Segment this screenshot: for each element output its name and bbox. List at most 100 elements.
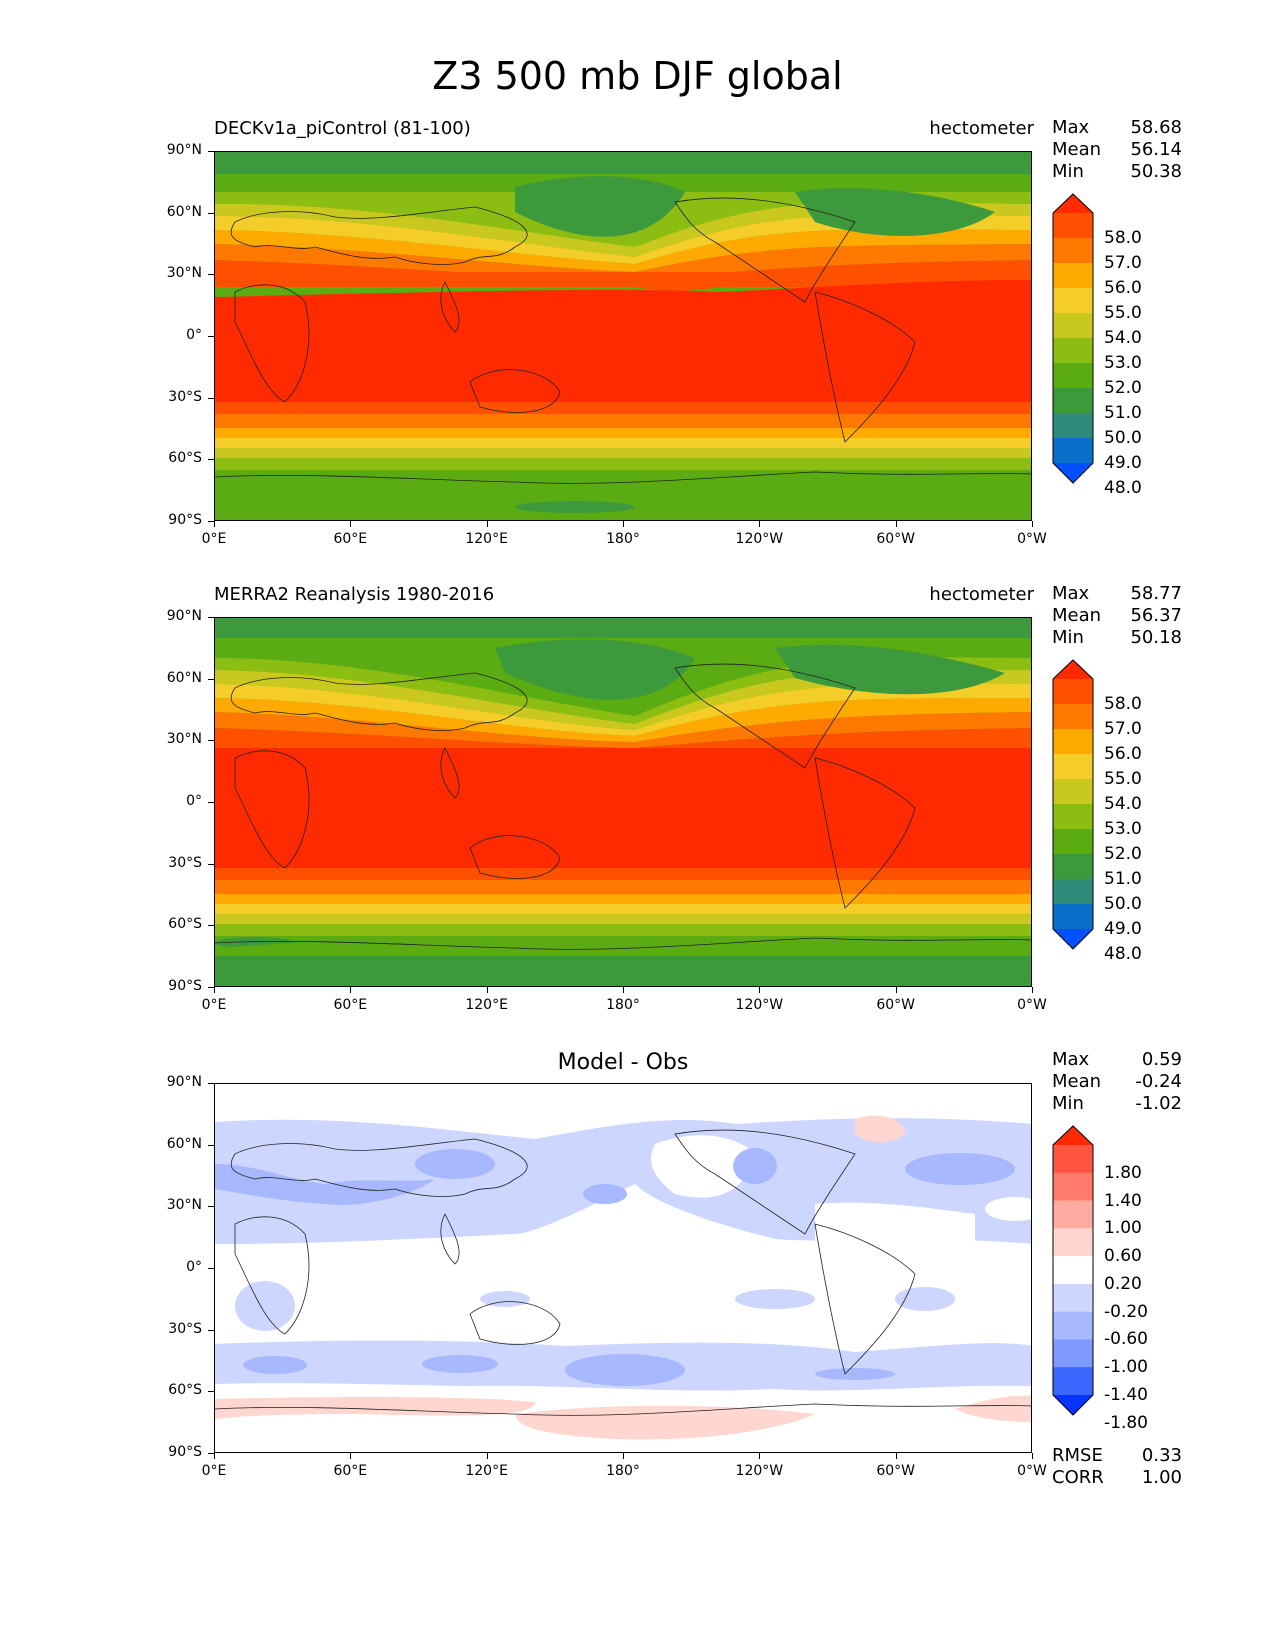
colorbar-tick-label: 56.0 [1104,278,1142,298]
colorbar-bin [1053,388,1093,414]
colorbar-tick-label: 1.80 [1104,1162,1142,1183]
colorbar-tick-label: 57.0 [1104,253,1142,273]
lon-tick-label: 120°E [465,997,508,1013]
stats-row: Min 50.38 [1052,161,1182,183]
lon-tick [214,1453,215,1459]
colorbar-tick-label: -0.20 [1104,1301,1148,1322]
stats-value: 0.59 [1141,1049,1182,1070]
lat-tick [208,151,214,152]
colorbar-extend-max [1053,1126,1093,1145]
stats-label: Max [1052,1049,1090,1070]
lon-tick [759,987,761,993]
colorbar [1052,1125,1094,1416]
map-plot [214,151,1032,521]
lon-tick-label: 60°E [333,1463,368,1479]
lon-tick [486,1453,488,1459]
colorbar-bin [1053,1200,1093,1229]
lat-tick [208,459,214,461]
colorbar-bin [1053,263,1093,289]
stats-row: Mean -0.24 [1052,1071,1182,1093]
map-plot [214,617,1032,987]
lon-tick-label: 60°E [333,997,368,1013]
map-plot [214,1083,1032,1453]
colorbar-bin [1053,438,1093,464]
stats-value: -1.02 [1135,1093,1182,1114]
lon-tick-label: 180° [606,1463,640,1479]
lat-tick-label: 60°N [166,1135,202,1152]
stats-value: 56.14 [1130,139,1182,160]
stats-value: -0.24 [1135,1071,1182,1092]
lat-tick [208,1268,214,1269]
lon-tick [1032,521,1033,527]
stats-value: 50.38 [1130,161,1182,182]
lon-tick-label: 120°E [465,531,508,547]
colorbar-bin [1053,1339,1093,1368]
colorbar-bin [1053,1283,1093,1313]
colorbar-bin [1053,213,1093,239]
colorbar-tick-label: 53.0 [1104,353,1142,373]
lat-tick-label: 60°N [166,203,202,220]
panel-title: DECKv1a_piControl (81-100) [214,118,471,139]
colorbar-bin [1053,729,1093,755]
colorbar-bin [1053,363,1093,389]
stats-label: Min [1052,161,1084,182]
colorbar-bin [1053,804,1093,830]
colorbar-tick-label: 55.0 [1104,303,1142,323]
lon-tick [895,1453,897,1459]
lon-tick [623,521,624,527]
stats-value: 50.18 [1130,627,1182,648]
colorbar-extend-min [1053,463,1093,483]
lon-tick [895,521,897,527]
colorbar-bin [1053,1145,1093,1174]
colorbar-bin [1053,1311,1093,1340]
lat-tick-label: 30°N [166,1197,202,1214]
stats-label: Min [1052,1093,1084,1114]
colorbar-bin [1053,338,1093,364]
stats-value: 58.77 [1130,583,1182,604]
colorbar-extend-min [1053,929,1093,949]
lat-tick-label: 90°S [168,512,202,528]
metrics-block: RMSE 0.33 CORR 1.00 [1052,1445,1182,1489]
colorbar-bin [1053,238,1093,264]
lat-tick [208,1329,214,1331]
colorbar-bin [1053,879,1093,905]
lat-tick-label: 90°N [166,608,202,624]
lat-tick-label: 30°N [166,265,202,282]
lat-tick [208,1391,214,1393]
colorbar-tick-label: 1.00 [1104,1218,1142,1239]
colorbar-tick-label: 52.0 [1104,844,1142,864]
lat-tick-label: 60°S [168,916,202,933]
colorbar-extend-max [1053,194,1093,213]
lon-tick [1032,987,1033,993]
stats-row: Max 58.68 [1052,117,1182,139]
stats-value: 58.68 [1130,117,1182,138]
stats-value: 56.37 [1130,605,1182,626]
colorbar-tick-label: 50.0 [1104,894,1142,914]
colorbar-tick-label: 54.0 [1104,328,1142,348]
lat-tick-label: 90°S [168,978,202,994]
colorbar-bin [1053,904,1093,930]
lat-tick-label: 60°S [168,1382,202,1399]
colorbar-bin [1053,288,1093,314]
colorbar-tick-label: -1.40 [1104,1385,1148,1405]
colorbar [1052,659,1094,950]
lon-tick [623,987,624,993]
lon-tick [350,1453,352,1459]
colorbar-bin [1053,413,1093,439]
stats-row: Mean 56.37 [1052,605,1182,627]
lat-tick [208,212,214,214]
colorbar-bin [1053,313,1093,339]
colorbar-tick-label: 55.0 [1104,769,1142,789]
lat-tick-label: 30°S [168,388,202,405]
metric-value: 0.33 [1141,1445,1182,1466]
metrics-row: RMSE 0.33 [1052,1445,1182,1467]
lon-tick [623,1453,624,1459]
lat-tick-label: 60°N [166,669,202,686]
lat-tick [208,1144,214,1146]
stats-block: Max 0.59 Mean -0.24 Min -1.02 [1052,1049,1182,1115]
colorbar-bin [1053,854,1093,880]
stats-label: Max [1052,583,1090,604]
colorbar-bin [1053,704,1093,730]
stats-row: Max 0.59 [1052,1049,1182,1071]
units-label: hectometer [929,118,1034,139]
